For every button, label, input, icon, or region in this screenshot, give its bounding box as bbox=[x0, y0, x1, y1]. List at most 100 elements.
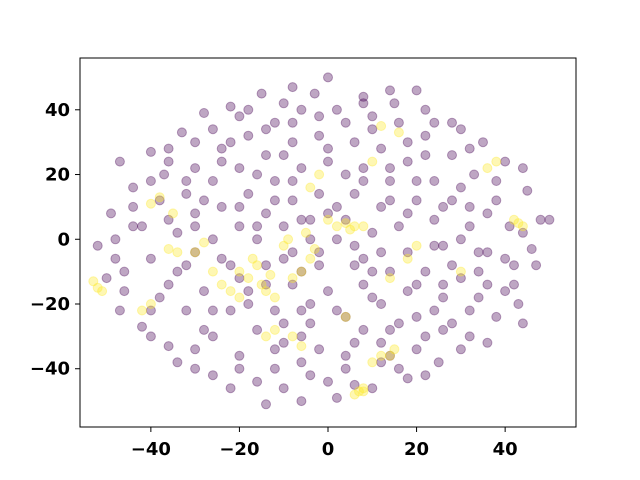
scatter-point bbox=[340, 311, 351, 322]
scatter-point bbox=[358, 98, 369, 109]
scatter-point bbox=[411, 195, 422, 206]
scatter-point bbox=[207, 305, 218, 316]
scatter-point bbox=[385, 85, 395, 96]
scatter-point bbox=[283, 234, 294, 245]
scatter-point bbox=[88, 276, 99, 287]
scatter-point bbox=[376, 337, 387, 348]
scatter-point bbox=[269, 117, 280, 128]
scatter-point bbox=[331, 104, 342, 115]
scatter-point bbox=[163, 279, 174, 290]
scatter-point bbox=[287, 117, 298, 128]
scatter-point bbox=[172, 266, 183, 277]
scatter-point bbox=[367, 227, 378, 238]
scatter-point bbox=[181, 305, 192, 316]
scatter-point bbox=[411, 279, 422, 290]
scatter-point bbox=[243, 130, 254, 141]
scatter-point bbox=[305, 318, 316, 329]
scatter-point bbox=[438, 279, 449, 290]
scatter-point bbox=[154, 195, 165, 206]
scatter-point bbox=[128, 201, 139, 212]
scatter-point bbox=[402, 253, 413, 264]
scatter-point bbox=[504, 221, 515, 232]
scatter-point bbox=[531, 260, 542, 271]
scatter-point bbox=[296, 341, 307, 352]
scatter-point bbox=[438, 292, 449, 303]
x-tick-label: 20 bbox=[404, 439, 429, 460]
scatter-point bbox=[491, 176, 502, 186]
scatter-point bbox=[172, 247, 183, 258]
scatter-point bbox=[349, 379, 360, 390]
scatter-point bbox=[296, 266, 307, 277]
scatter-point bbox=[225, 137, 236, 148]
scatter-point bbox=[447, 260, 457, 271]
y-tick-label: 20 bbox=[45, 165, 70, 186]
scatter-point bbox=[287, 273, 298, 284]
scatter-point bbox=[429, 305, 440, 316]
scatter-point bbox=[433, 357, 444, 368]
scatter-point bbox=[287, 82, 298, 93]
scatter-point bbox=[345, 224, 356, 235]
scatter-point bbox=[491, 311, 502, 322]
scatter-point bbox=[269, 363, 280, 374]
scatter-point bbox=[526, 244, 537, 254]
scatter-point bbox=[145, 198, 156, 209]
scatter-point bbox=[216, 156, 227, 167]
scatter-point bbox=[207, 370, 218, 381]
scatter-point bbox=[137, 221, 147, 232]
scatter-point bbox=[207, 234, 218, 245]
scatter-point bbox=[367, 357, 378, 368]
scatter-point bbox=[376, 350, 387, 361]
scatter-point bbox=[199, 108, 209, 118]
scatter-point bbox=[509, 279, 519, 290]
scatter-point bbox=[145, 305, 156, 316]
scatter-point bbox=[119, 266, 130, 277]
scatter-point bbox=[101, 273, 112, 284]
scatter-point bbox=[305, 299, 316, 309]
scatter-point bbox=[473, 247, 484, 258]
scatter-point bbox=[429, 240, 440, 251]
scatter-point bbox=[367, 111, 378, 122]
series-1 bbox=[88, 121, 528, 400]
scatter-point bbox=[385, 324, 395, 335]
scatter-point bbox=[420, 104, 431, 115]
scatter-point bbox=[225, 383, 236, 394]
scatter-point bbox=[163, 214, 174, 225]
scatter-point bbox=[190, 247, 201, 258]
scatter-point bbox=[225, 260, 236, 271]
scatter-point bbox=[402, 373, 413, 384]
scatter-point bbox=[367, 383, 378, 394]
scatter-point bbox=[305, 253, 316, 264]
scatter-point bbox=[429, 117, 440, 128]
scatter-point bbox=[464, 331, 475, 342]
scatter-point bbox=[513, 218, 524, 229]
scatter-point bbox=[420, 150, 431, 161]
scatter-point bbox=[207, 176, 218, 186]
scatter-point bbox=[234, 163, 245, 174]
scatter-point bbox=[199, 195, 209, 206]
scatter-point bbox=[544, 214, 555, 225]
scatter-point bbox=[376, 247, 387, 258]
scatter-point bbox=[376, 143, 387, 154]
scatter-point bbox=[207, 331, 218, 342]
scatter-point bbox=[314, 260, 325, 271]
scatter-point bbox=[287, 176, 298, 186]
scatter-point bbox=[190, 208, 201, 219]
scatter-point bbox=[447, 117, 457, 128]
scatter-point bbox=[376, 121, 387, 131]
scatter-point bbox=[455, 344, 466, 355]
scatter-point bbox=[500, 253, 511, 264]
scatter-point bbox=[265, 269, 276, 280]
scatter-point bbox=[469, 169, 480, 180]
scatter-point bbox=[349, 240, 360, 251]
scatter-point bbox=[234, 363, 245, 374]
scatter-point bbox=[154, 192, 165, 203]
scatter-point bbox=[305, 234, 316, 245]
plot-background bbox=[80, 58, 576, 427]
scatter-point bbox=[340, 363, 351, 374]
scatter-point bbox=[314, 188, 325, 199]
scatter-point bbox=[438, 240, 449, 251]
scatter-point bbox=[278, 221, 289, 232]
scatter-point bbox=[331, 201, 342, 212]
scatter-point bbox=[296, 214, 307, 225]
scatter-point bbox=[199, 324, 209, 335]
